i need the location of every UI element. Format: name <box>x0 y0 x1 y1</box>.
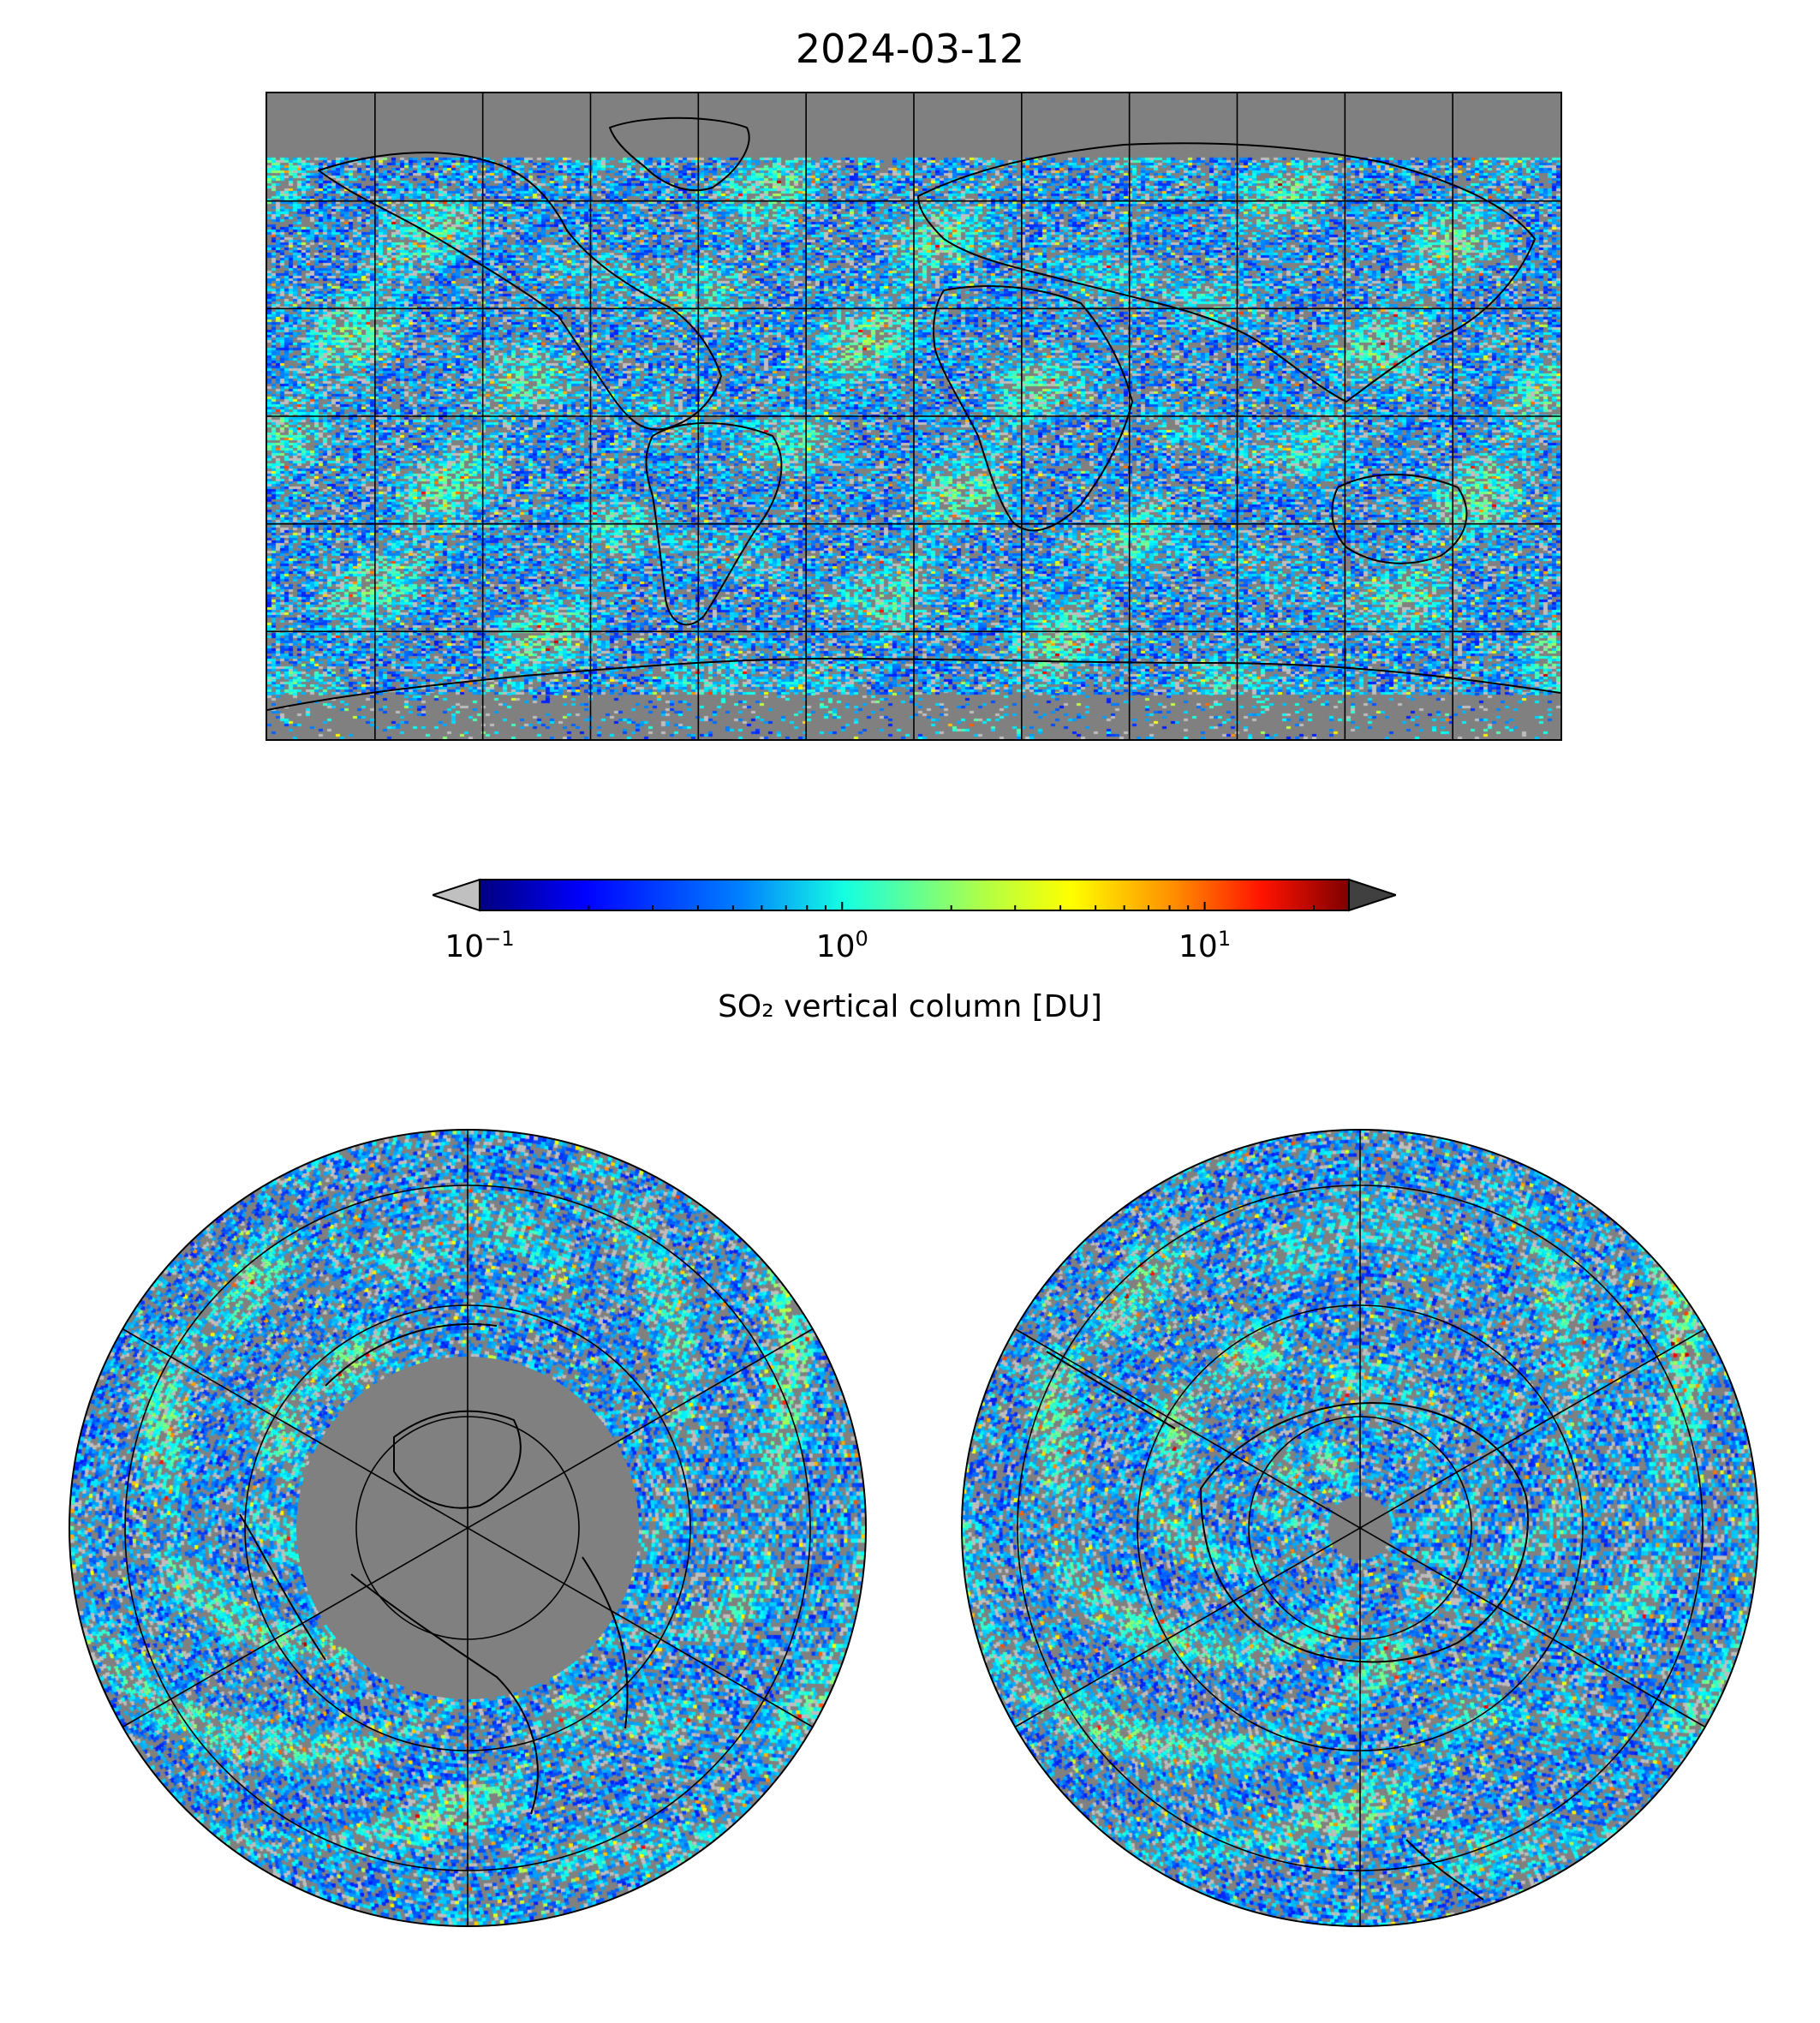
coastline-greenland-polar <box>393 1410 522 1509</box>
north-polar-overlay <box>121 1129 815 1927</box>
coastline-south-america-polar <box>1046 1351 1176 1429</box>
colorbar-tick-label: 10−1 <box>445 927 515 964</box>
colorbar-gradient <box>479 879 1350 911</box>
coastline-south-america <box>645 422 783 626</box>
world-map-overlay <box>267 93 1560 739</box>
colorbar-under-extension <box>429 878 480 912</box>
coastline-antarctica-polar <box>1199 1401 1529 1663</box>
north-polar-gridlines <box>121 1129 815 1927</box>
colorbar-svg <box>429 878 1399 912</box>
colorbar-ticks <box>479 902 1315 910</box>
coastline-eurasia-polar <box>350 1556 629 1815</box>
colorbar-tick-label: 101 <box>1179 927 1232 964</box>
coastline-australia-polar <box>1405 1839 1484 1901</box>
colorbar-over-extension <box>1348 878 1399 912</box>
colorbar-tick-label: 100 <box>815 927 868 964</box>
colorbar-label: SO₂ vertical column [DU] <box>718 989 1102 1024</box>
coastline-australia <box>1331 474 1468 564</box>
world-coastlines <box>267 116 1560 711</box>
coastline-greenland <box>609 116 750 192</box>
south-polar-coastlines <box>1046 1351 1529 1901</box>
world-map <box>266 92 1562 741</box>
world-gridlines <box>267 93 1560 739</box>
coastline-antarctica <box>267 658 1560 711</box>
colorbar <box>429 878 1399 912</box>
south-polar-gridlines <box>1013 1129 1707 1927</box>
coastline-africa <box>933 285 1133 532</box>
coastline-eurasia <box>917 142 1536 403</box>
coastline-north-america-polar <box>239 1323 498 1661</box>
south-polar-map <box>961 1129 1759 1927</box>
figure-title: 2024-03-12 <box>795 26 1025 72</box>
north-polar-coastlines <box>239 1323 629 1815</box>
south-polar-overlay <box>1013 1129 1707 1927</box>
coastline-north-america <box>318 152 722 431</box>
north-polar-map <box>69 1129 867 1927</box>
